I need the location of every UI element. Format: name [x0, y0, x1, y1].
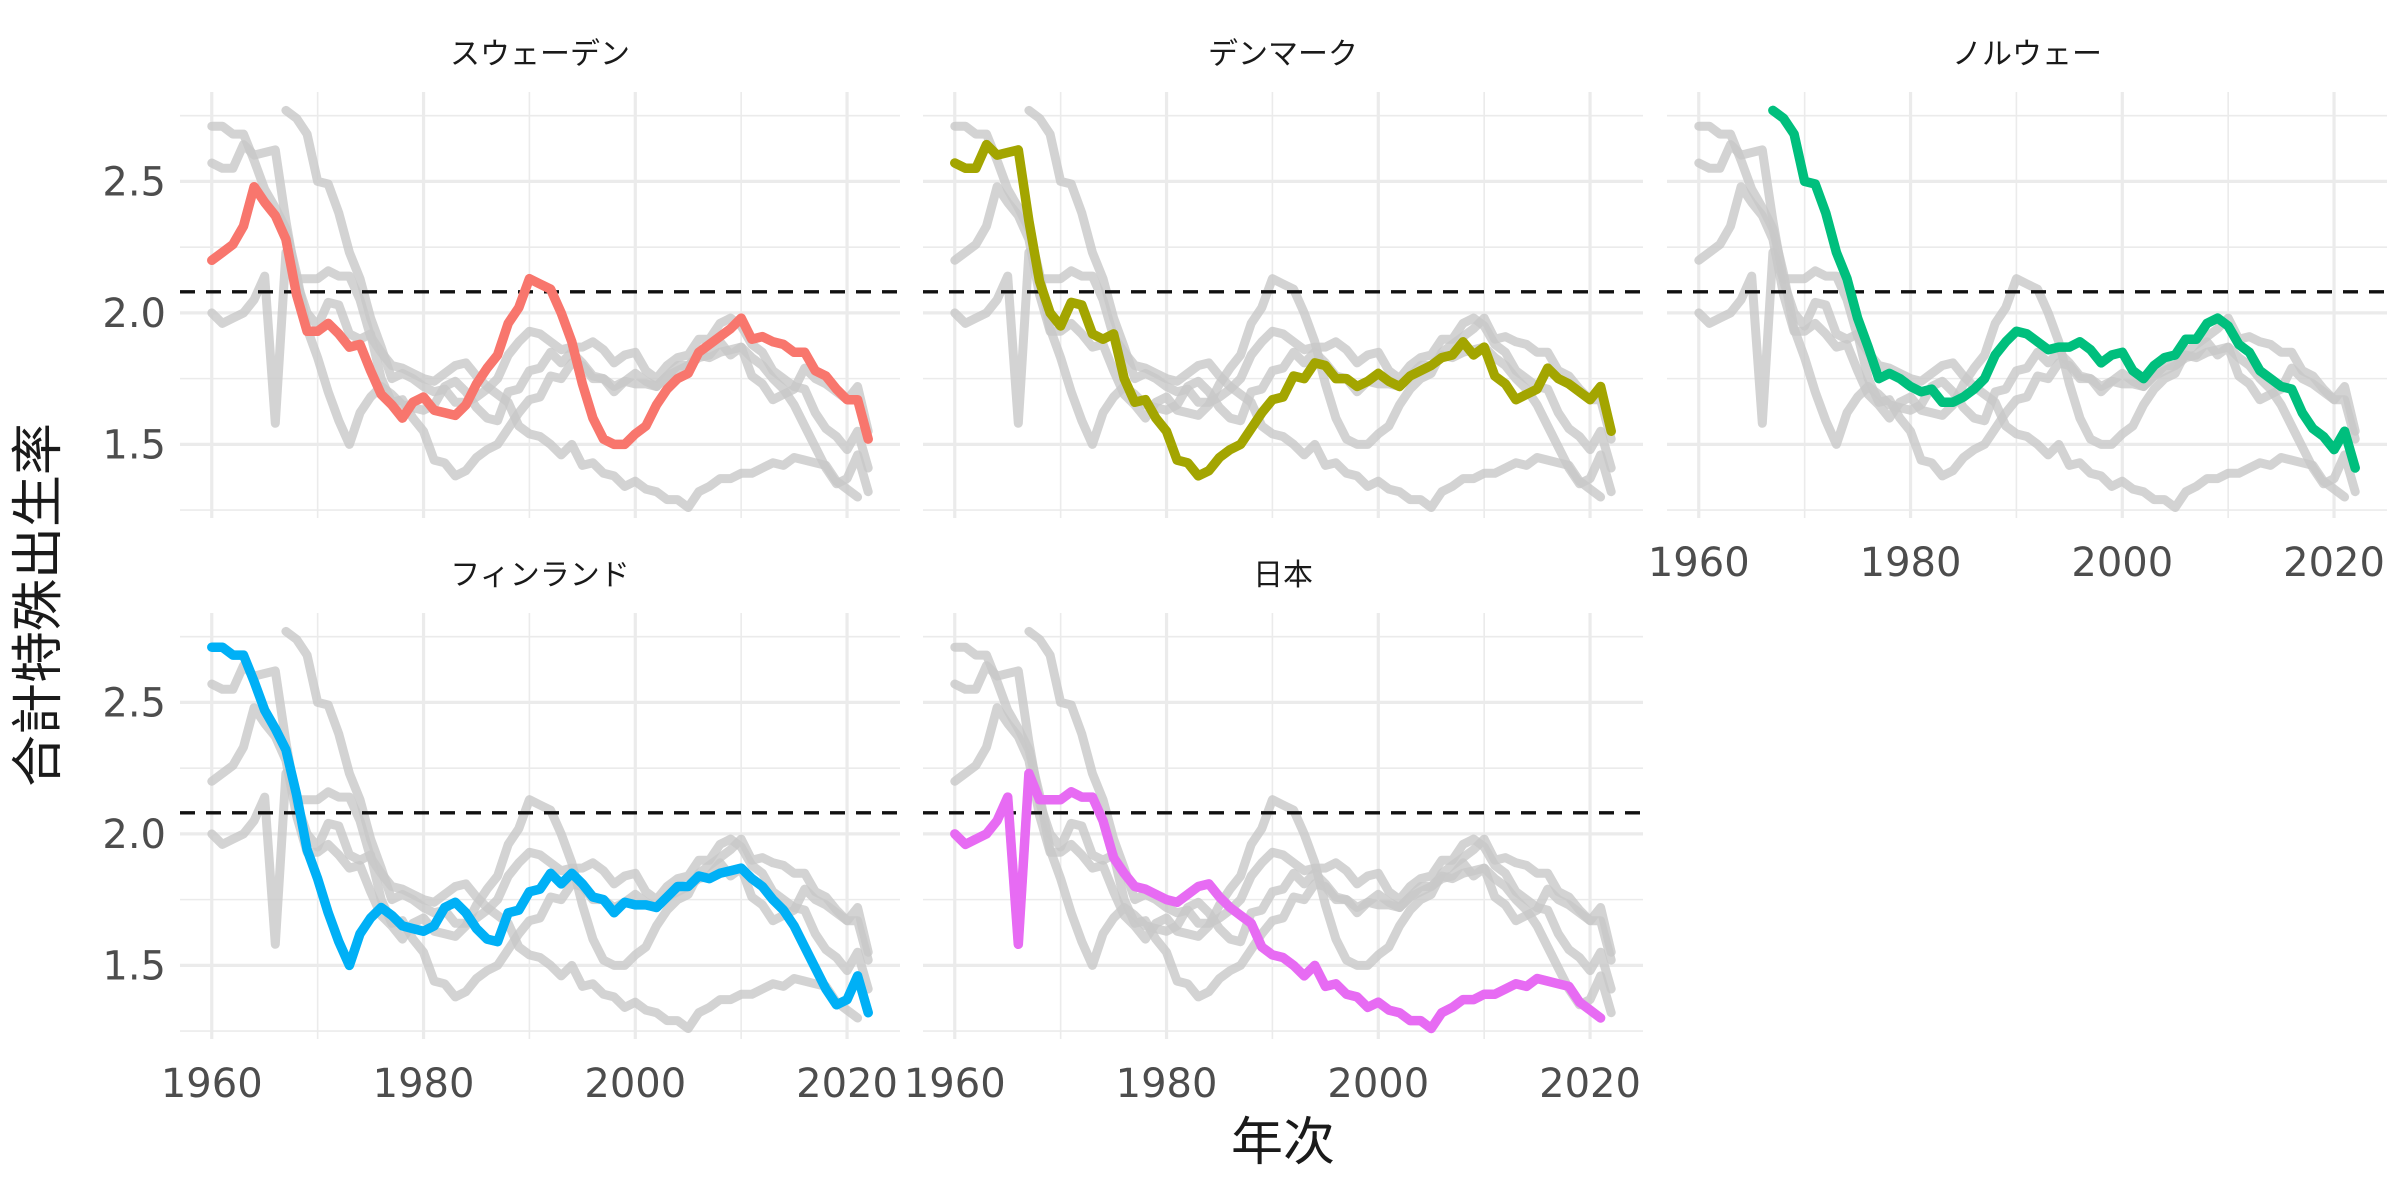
- x-tick-label: 1960: [904, 1061, 1006, 1107]
- x-tick-label: 2020: [796, 1061, 898, 1107]
- background-series-line: [950, 247, 1606, 512]
- panels: スウェーデン 1.5 2.0 2.5 デンマーク ノルウェー 1960 1980 2000 202…: [102, 37, 2387, 1107]
- series-line-1: [207, 181, 873, 450]
- y-tick-label: 1.5: [102, 943, 166, 989]
- background-series-line: [1024, 105, 1616, 473]
- x-tick-label: 2000: [1327, 1061, 1429, 1107]
- x-tick-label: 2000: [584, 1061, 686, 1107]
- panel-2: デンマーク: [923, 37, 1643, 518]
- series-line-5: [950, 768, 1606, 1034]
- x-tick-label: 1960: [161, 1061, 263, 1107]
- x-tick-label: 1980: [1116, 1061, 1218, 1107]
- panel-3: ノルウェー 1960 1980 2000 2020: [1648, 37, 2387, 586]
- y-tick-label: 1.5: [102, 422, 166, 468]
- x-tick-label: 1980: [1860, 540, 1962, 586]
- panel-strip-label: スウェーデン: [450, 37, 630, 72]
- series-line-2: [950, 139, 1616, 481]
- background-series-line: [1024, 626, 1616, 994]
- panel-strip-label: フィンランド: [450, 558, 629, 593]
- x-tick-label: 2000: [2071, 540, 2173, 586]
- x-tick-label: 2020: [1539, 1061, 1641, 1107]
- background-series-line: [950, 642, 1616, 1018]
- background-series-line: [207, 247, 863, 512]
- panel-1: スウェーデン 1.5 2.0 2.5: [102, 37, 900, 518]
- background-series-line: [207, 140, 873, 481]
- panel-strip-label: 日本: [1253, 558, 1313, 593]
- background-series-line: [207, 121, 873, 497]
- panel-strip-label: ノルウェー: [1952, 37, 2102, 72]
- series-line-4: [207, 642, 873, 1018]
- background-series-line: [950, 121, 1616, 497]
- background-series-line: [207, 768, 863, 1033]
- x-tick-label: 1960: [1648, 540, 1750, 586]
- y-tick-label: 2.5: [102, 680, 166, 726]
- background-series-line: [1694, 121, 2360, 497]
- y-tick-label: 2.5: [102, 159, 166, 205]
- series-line-3: [1768, 105, 2360, 473]
- panel-strip-label: デンマーク: [1208, 37, 1358, 72]
- background-series-line: [950, 661, 1616, 1002]
- background-series-line: [1694, 247, 2350, 512]
- x-tick-label: 2020: [2283, 540, 2385, 586]
- y-tick-label: 2.0: [102, 812, 166, 858]
- panel-4: フィンランド 1.5 2.0 2.5 1960 1980 2000 2020: [102, 558, 900, 1107]
- background-series-line: [1768, 105, 2360, 473]
- background-series-line: [207, 661, 873, 1002]
- background-series-line: [281, 105, 873, 473]
- y-axis-title: 合計特殊出生率: [9, 423, 69, 787]
- background-series-line: [281, 626, 873, 994]
- x-axis-title: 年次: [1231, 1113, 1335, 1173]
- y-tick-label: 2.0: [102, 291, 166, 337]
- panel-5: 日本 1960 1980 2000 2020: [904, 558, 1643, 1107]
- background-series-line: [1694, 140, 2360, 481]
- x-tick-label: 1980: [373, 1061, 475, 1107]
